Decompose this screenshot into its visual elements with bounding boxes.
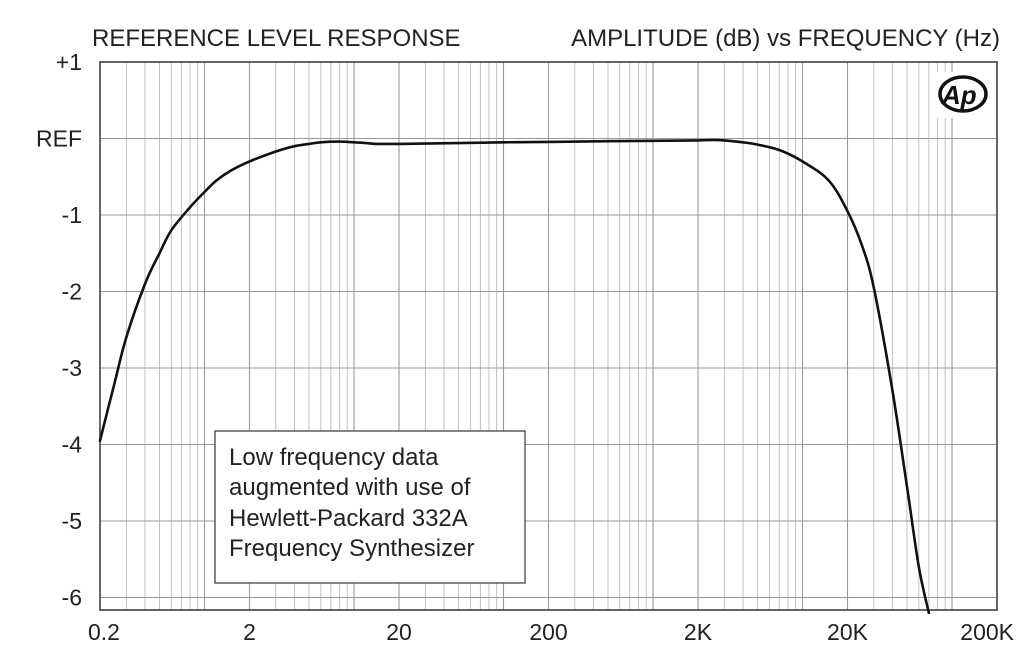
x-tick-label: 200: [529, 619, 567, 645]
x-tick-label: 20K: [827, 619, 869, 645]
x-tick-label: 2K: [684, 619, 713, 645]
x-tick-label: 20: [386, 619, 412, 645]
annotation-line: Hewlett-Packard 332A: [229, 505, 468, 532]
annotation-line: Frequency Synthesizer: [229, 535, 474, 562]
ap-logo-icon: Ap: [936, 72, 992, 118]
response-curve: [98, 138, 931, 615]
plot-border: [99, 61, 998, 611]
x-tick-label: 0.2: [88, 619, 120, 645]
annotation-box: Low frequency data augmented with use of…: [214, 430, 526, 584]
y-tick-labels: +1 REF -1 -2 -3 -4 -5 -6: [36, 49, 82, 611]
annotation-frame: [214, 430, 526, 584]
annotation-line: Low frequency data: [229, 444, 439, 471]
y-tick-label: -5: [62, 508, 82, 534]
y-tick-label: -3: [62, 355, 82, 381]
chart-title: REFERENCE LEVEL RESPONSE: [92, 25, 461, 52]
y-tick-label: -1: [62, 202, 82, 228]
x-tick-label: 2: [243, 619, 256, 645]
x-tick-labels: 0.2 2 20 200 2K 20K 200K: [88, 619, 1015, 645]
y-tick-label: REF: [36, 126, 82, 152]
y-tick-label: -2: [62, 279, 82, 305]
y-tick-label: +1: [56, 49, 82, 75]
y-tick-label: -4: [62, 432, 83, 458]
annotation-line: augmented with use of: [229, 474, 471, 501]
chart-subtitle: AMPLITUDE (dB) vs FREQUENCY (Hz): [571, 25, 1000, 52]
logo-text: Ap: [941, 80, 977, 110]
x-tick-label: 200K: [960, 619, 1014, 645]
y-tick-label: -6: [62, 585, 82, 611]
